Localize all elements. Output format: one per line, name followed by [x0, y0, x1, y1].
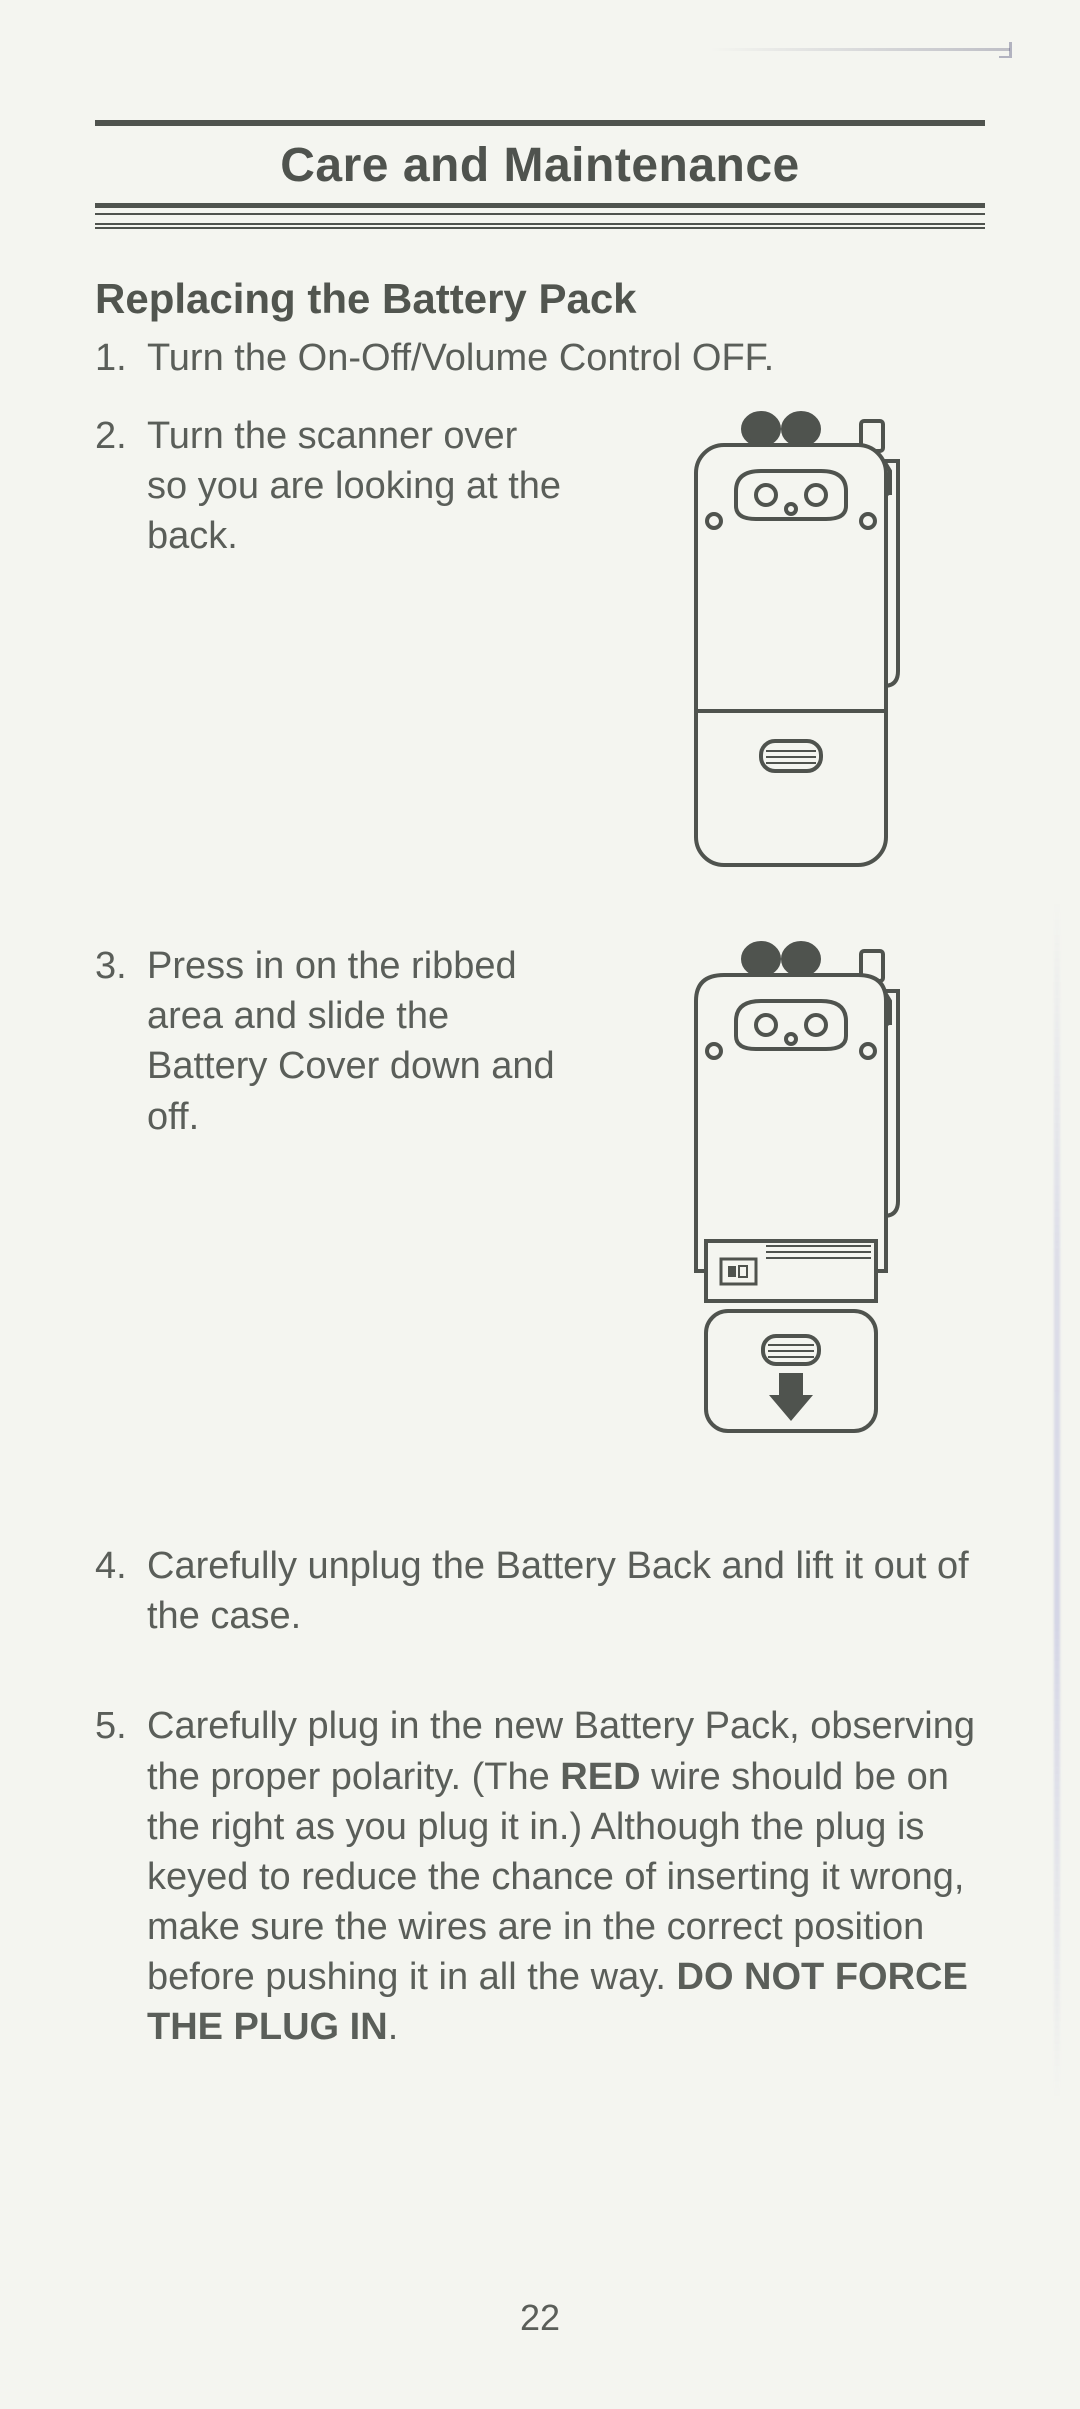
step-3: Press in on the ribbed area and slide th…: [95, 941, 985, 1501]
step-2: Turn the scanner over so you are looking…: [95, 411, 985, 901]
section-title: Care and Maintenance: [95, 138, 985, 193]
step-3-text: Press in on the ribbed area and slide th…: [147, 941, 567, 1142]
scanner-back-open-figure: [666, 941, 916, 1501]
section-title-block: Care and Maintenance: [95, 120, 985, 229]
step-5-post: .: [388, 2006, 399, 2048]
step-5: Carefully plug in the new Battery Pack, …: [95, 1701, 985, 2052]
subheading: Replacing the Battery Pack: [95, 275, 985, 323]
scan-artifact-right: [1054, 900, 1060, 2100]
step-4-text: Carefully unplug the Battery Back and li…: [147, 1545, 969, 1637]
step-1-text: Turn the On-Off/Volume Control OFF.: [147, 337, 774, 379]
step-5-bold-red: RED: [560, 1756, 640, 1798]
scanner-back-closed-figure: [666, 411, 916, 901]
step-2-text: Turn the scanner over so you are looking…: [147, 411, 567, 561]
scan-artifact-top: [710, 48, 1010, 51]
step-1: Turn the On-Off/Volume Control OFF.: [95, 333, 985, 383]
steps-list: Turn the On-Off/Volume Control OFF. Turn…: [95, 333, 985, 2053]
step-4: Carefully unplug the Battery Back and li…: [95, 1541, 985, 1641]
page-number: 22: [0, 2297, 1080, 2339]
title-double-rule: [95, 203, 985, 215]
